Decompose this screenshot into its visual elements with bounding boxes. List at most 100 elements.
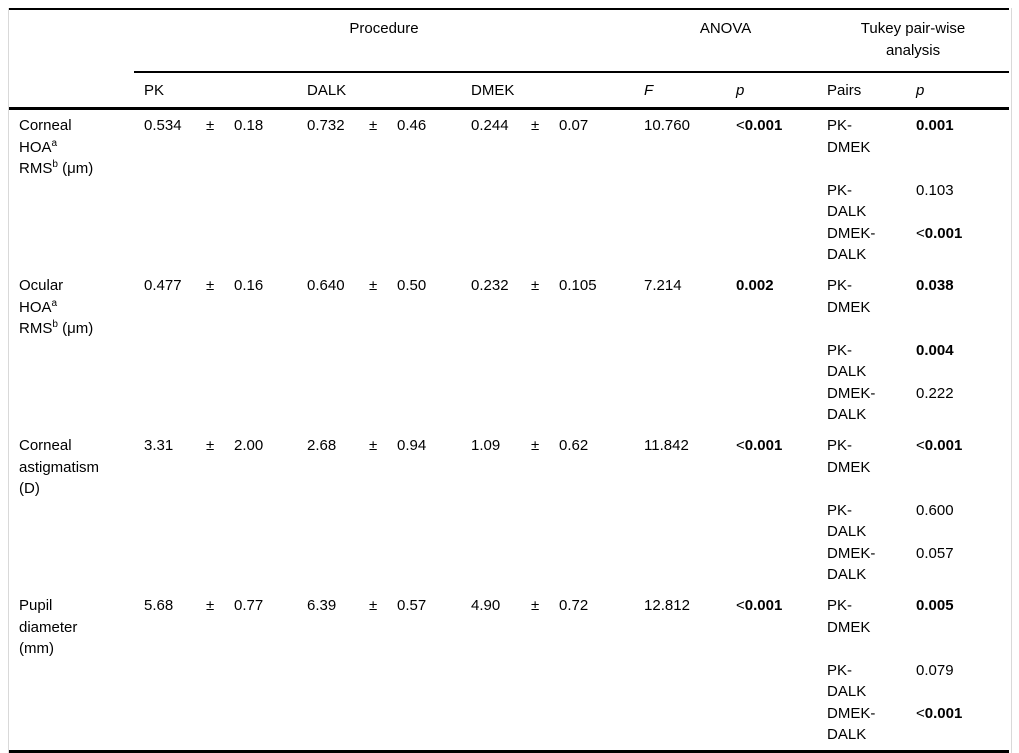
anova-f-value: 10.760 <box>644 117 690 134</box>
plus-minus-sign: ± <box>369 597 378 614</box>
pairs-cell: PK- DMEK PK- DALK DMEK- DALK <box>817 109 906 271</box>
anova-f-value: 7.214 <box>644 277 682 294</box>
pk-mean: 5.68 <box>144 597 174 614</box>
column-header-row: PK DALK DMEK F p Pairs p <box>9 72 1010 110</box>
row-label: Ocular HOAa RMSb (μm) <box>19 277 94 337</box>
group-header-anova: ANOVA <box>634 9 818 73</box>
pk-mean: 0.534 <box>144 117 182 134</box>
pair-name: PK- DMEK <box>827 117 871 156</box>
plus-minus-sign: ± <box>531 437 540 454</box>
pair-p-value: 0.057 <box>916 544 954 562</box>
dmek-mean: 0.244 <box>471 117 509 134</box>
pair-p-value: 0.103 <box>916 181 954 199</box>
dmek-sd: 0.62 <box>559 437 589 454</box>
pair-p-value: <0.001 <box>916 704 963 722</box>
anova-p-value: <0.001 <box>736 437 783 454</box>
col-header-tukey-p: p <box>906 72 1010 110</box>
tukey-p-cell: 0.005 0.079 <0.001 <box>906 590 1009 752</box>
table-row-ocular-hoa: Ocular HOAa RMSb (μm) 0.477 ± 0.16 0.640… <box>9 270 1009 430</box>
footnote-marker-a: a <box>51 297 58 309</box>
pair-p-value: 0.600 <box>916 501 954 519</box>
row-label: Pupil diameter (mm) <box>19 597 78 657</box>
anova-p-value: <0.001 <box>736 597 783 614</box>
dmek-mean: 4.90 <box>471 597 501 614</box>
results-table-container: Procedure ANOVA Tukey pair-wise analysis … <box>8 8 1012 753</box>
dmek-sd: 0.72 <box>559 597 589 614</box>
footnote-marker-b: b <box>52 159 58 170</box>
dalk-mean: 0.640 <box>307 277 345 294</box>
dalk-sd: 0.50 <box>397 277 427 294</box>
col-header-dalk: DALK <box>297 72 461 110</box>
plus-minus-sign: ± <box>369 117 378 134</box>
anova-f-value: 12.812 <box>644 597 690 614</box>
plus-minus-sign: ± <box>531 117 540 134</box>
row-label: Corneal HOAa RMSb (μm) <box>19 117 94 177</box>
pk-sd: 2.00 <box>234 437 264 454</box>
plus-minus-sign: ± <box>206 437 215 454</box>
pair-p-value: 0.079 <box>916 661 954 679</box>
pk-sd: 0.77 <box>234 597 264 614</box>
empty-label-header <box>9 72 134 110</box>
anova-p-value: <0.001 <box>736 117 783 134</box>
pair-name: DMEK- DALK <box>827 704 876 744</box>
tukey-label-line2: analysis <box>885 41 941 59</box>
results-table: Procedure ANOVA Tukey pair-wise analysis … <box>9 8 1010 753</box>
pair-name: DMEK- DALK <box>827 544 876 584</box>
tukey-p-cell: 0.001 0.103 <0.001 <box>906 109 1009 271</box>
pair-p-value: 0.005 <box>916 597 954 614</box>
pair-p-value: <0.001 <box>916 224 963 242</box>
pk-mean: 3.31 <box>144 437 174 454</box>
pk-sd: 0.16 <box>234 277 264 294</box>
plus-minus-sign: ± <box>531 597 540 614</box>
anova-p-value: 0.002 <box>736 277 774 294</box>
empty-corner-cell <box>9 9 134 72</box>
plus-minus-sign: ± <box>206 597 215 614</box>
plus-minus-sign: ± <box>369 437 378 454</box>
tukey-p-cell: <0.001 0.600 0.057 <box>906 430 1009 590</box>
dmek-sd: 0.105 <box>559 277 597 294</box>
dalk-mean: 0.732 <box>307 117 345 134</box>
footnote-marker-b: b <box>52 319 58 330</box>
pair-p-value: 0.004 <box>916 341 954 359</box>
dalk-mean: 6.39 <box>307 597 337 614</box>
col-header-f: F <box>634 72 727 110</box>
group-header-tukey: Tukey pair-wise analysis <box>817 9 1010 73</box>
plus-minus-sign: ± <box>531 277 540 294</box>
col-header-dmek: DMEK <box>461 72 635 110</box>
col-header-anova-p: p <box>726 72 818 110</box>
group-header-row: Procedure ANOVA Tukey pair-wise analysis <box>9 9 1010 73</box>
plus-minus-sign: ± <box>369 277 378 294</box>
tukey-p-cell: 0.038 0.004 0.222 <box>906 270 1009 430</box>
tukey-label-line1: Tukey pair-wise <box>860 20 966 37</box>
pair-p-value: 0.038 <box>916 277 954 294</box>
col-header-pk: PK <box>134 72 297 110</box>
pair-name: PK- DALK <box>827 181 867 221</box>
dalk-sd: 0.57 <box>397 597 427 614</box>
footnote-marker-a: a <box>51 137 58 149</box>
dalk-mean: 2.68 <box>307 437 337 454</box>
pair-name: PK- DALK <box>827 341 867 381</box>
row-label: Corneal astigmatism (D) <box>19 437 100 497</box>
pair-name: PK- DMEK <box>827 437 871 476</box>
pair-p-value: 0.222 <box>916 384 954 402</box>
anova-f-value: 11.842 <box>644 437 689 454</box>
pair-name: PK- DMEK <box>827 277 871 316</box>
dalk-sd: 0.46 <box>397 117 427 134</box>
pair-name: PK- DALK <box>827 501 867 541</box>
dmek-mean: 1.09 <box>471 437 501 454</box>
plus-minus-sign: ± <box>206 117 215 134</box>
pairs-cell: PK- DMEK PK- DALK DMEK- DALK <box>817 430 906 590</box>
dalk-sd: 0.94 <box>397 437 427 454</box>
dmek-mean: 0.232 <box>471 277 509 294</box>
pair-p-value: <0.001 <box>916 437 963 454</box>
table-row-corneal-astigmatism: Corneal astigmatism (D) 3.31 ± 2.00 2.68… <box>9 430 1009 590</box>
pk-sd: 0.18 <box>234 117 264 134</box>
pairs-cell: PK- DMEK PK- DALK DMEK- DALK <box>817 590 906 752</box>
pairs-cell: PK- DMEK PK- DALK DMEK- DALK <box>817 270 906 430</box>
plus-minus-sign: ± <box>206 277 215 294</box>
pk-mean: 0.477 <box>144 277 182 294</box>
table-row-corneal-hoa: Corneal HOAa RMSb (μm) 0.534 ± 0.18 0.73… <box>9 109 1009 271</box>
group-header-procedure: Procedure <box>134 9 635 73</box>
pair-name: DMEK- DALK <box>827 224 876 264</box>
pair-p-value: 0.001 <box>916 117 954 134</box>
